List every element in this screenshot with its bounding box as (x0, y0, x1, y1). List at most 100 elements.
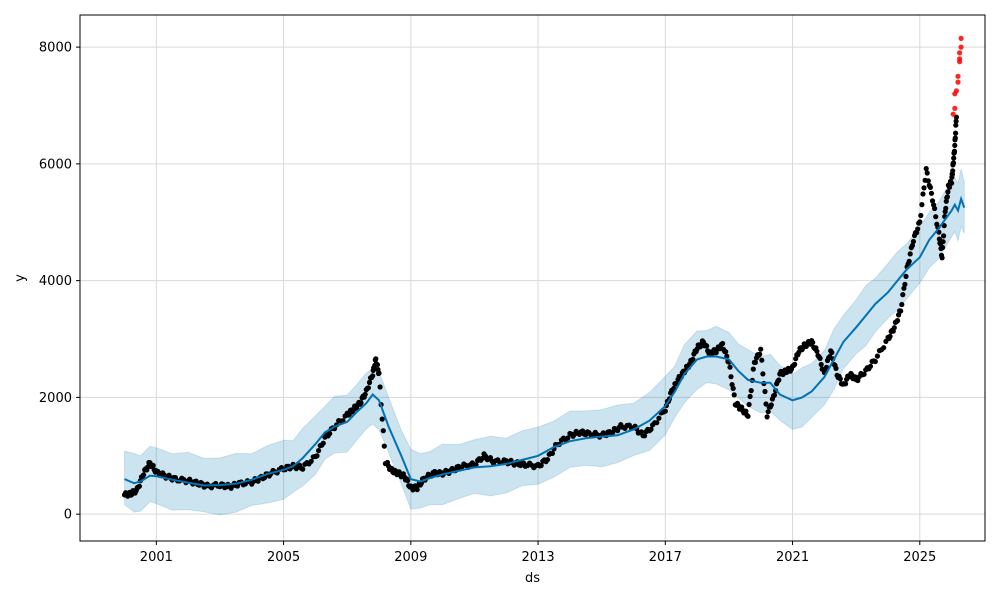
y-tick-label: 8000 (39, 41, 72, 56)
x-tick-label: 2021 (776, 550, 809, 565)
observed-point (925, 178, 931, 184)
observed-point (757, 351, 763, 357)
observed-point (941, 223, 947, 229)
highlighted-point (950, 111, 956, 117)
observed-point (150, 462, 156, 469)
observed-point (376, 370, 382, 376)
observed-point (867, 363, 874, 369)
plot-frame (79, 14, 986, 542)
observed-point (764, 414, 770, 420)
y-axis-label: y (13, 274, 28, 282)
observed-point (373, 356, 379, 362)
observed-point (792, 361, 798, 367)
observed-point (136, 483, 142, 489)
observed-point (953, 130, 959, 136)
observed-point (704, 343, 710, 349)
observed-point (932, 205, 938, 212)
observed-point (662, 408, 668, 414)
observed-point (381, 443, 387, 449)
x-tick-label: 2017 (649, 550, 682, 565)
highlighted-point (957, 50, 963, 56)
observed-point (894, 318, 901, 324)
observed-point (929, 198, 936, 204)
observed-point (379, 416, 385, 422)
observed-point (545, 457, 551, 463)
observed-point (648, 426, 654, 432)
observed-point (907, 251, 913, 257)
observed-point (748, 388, 754, 394)
observed-point (951, 155, 957, 161)
observed-point (414, 487, 420, 493)
observed-point (308, 458, 314, 464)
observed-point (730, 385, 736, 391)
observed-point (872, 358, 878, 365)
x-tick-label: 2009 (394, 550, 427, 565)
observed-point (358, 400, 364, 406)
observed-point (945, 189, 951, 195)
observed-point (896, 312, 902, 318)
observed-point (944, 194, 951, 200)
x-tick-label: 2005 (267, 550, 300, 565)
forecast-line (124, 195, 966, 487)
observed-point (874, 353, 881, 359)
observed-point (924, 170, 930, 176)
observed-point (759, 357, 765, 363)
observed-point (743, 408, 749, 414)
observed-point (405, 478, 411, 484)
observed-point (910, 238, 917, 245)
observed-point (380, 428, 386, 434)
observed-point (727, 364, 733, 370)
observed-point (903, 273, 909, 279)
observed-point (923, 166, 929, 172)
observed-point (952, 135, 958, 141)
observed-point (760, 371, 766, 377)
observed-point (899, 301, 905, 308)
observed-point (918, 212, 924, 219)
observed-point (928, 190, 935, 196)
observed-point (565, 435, 571, 441)
observed-point (952, 142, 958, 148)
observed-point (949, 180, 955, 186)
highlighted-point (958, 35, 964, 42)
observed-point (917, 219, 923, 225)
observed-point (817, 355, 823, 361)
observed-point (374, 362, 380, 368)
observed-point (941, 233, 947, 239)
y-tick-label: 6000 (39, 157, 72, 172)
observed-point (723, 349, 729, 355)
observed-point (943, 205, 949, 211)
observed-point (810, 339, 816, 346)
observed-point (933, 214, 939, 220)
observed-point (939, 255, 945, 261)
observed-point (891, 325, 897, 331)
observed-point (763, 401, 769, 407)
highlighted-points (950, 35, 964, 117)
observed-point (362, 391, 368, 397)
observed-point (731, 392, 737, 398)
observed-point (940, 239, 946, 245)
observed-point (919, 202, 925, 208)
observed-point (793, 356, 799, 362)
observed-point (320, 440, 326, 446)
observed-point (300, 466, 306, 472)
observed-point (921, 185, 927, 191)
observed-point (141, 472, 147, 478)
observed-point (690, 356, 696, 362)
observed-point (720, 340, 726, 347)
observed-point (906, 258, 912, 264)
observed-point (758, 346, 764, 352)
observed-point (901, 285, 907, 291)
observed-point (927, 184, 934, 190)
observed-point (814, 348, 820, 354)
highlighted-point (957, 56, 963, 62)
observed-point (909, 242, 916, 249)
observed-point (538, 462, 544, 469)
observed-point (776, 377, 782, 383)
y-tick-label: 2000 (39, 391, 72, 406)
observed-point (818, 361, 824, 368)
observed-point (370, 373, 376, 379)
observed-point (881, 345, 887, 351)
observed-point (898, 308, 904, 314)
highlighted-point (958, 44, 964, 50)
